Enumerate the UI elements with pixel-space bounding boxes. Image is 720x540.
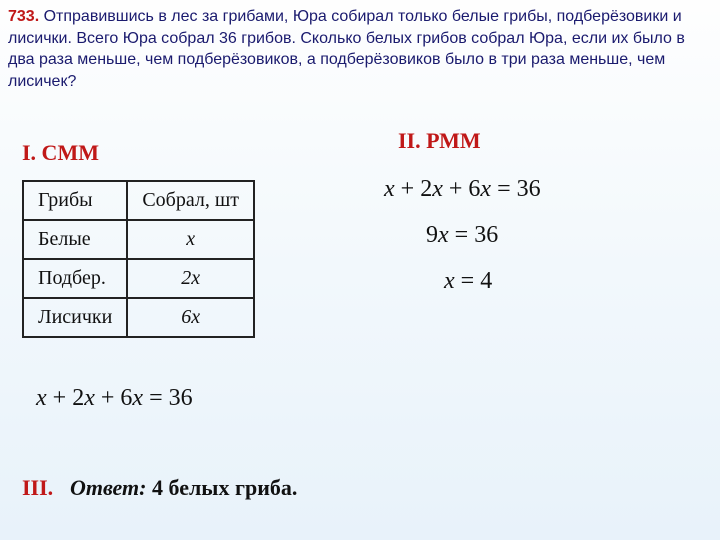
table-header-col1: Грибы (23, 181, 127, 220)
section-2-label: II. РММ (398, 128, 481, 154)
table-row: Грибы Собрал, шт (23, 181, 254, 220)
table-cell-expr: x (127, 220, 254, 259)
table-cell-name: Лисички (23, 298, 127, 337)
table-cell-name: Подбер. (23, 259, 127, 298)
equation-rmm-3: x = 4 (444, 268, 492, 295)
problem-statement: 733. Отправившись в лес за грибами, Юра … (0, 0, 720, 100)
section-3-label: III. (22, 475, 53, 501)
table-cell-name: Белые (23, 220, 127, 259)
section-1-label: I. СММ (22, 140, 99, 166)
table-cell-expr: 2x (127, 259, 254, 298)
answer-text: 4 белых гриба. (152, 475, 297, 500)
table-row: Подбер. 2x (23, 259, 254, 298)
answer-label: Ответ: (70, 475, 146, 500)
table-cell-expr: 6x (127, 298, 254, 337)
problem-number: 733. (8, 8, 39, 25)
equation-smm: x + 2x + 6x = 36 (36, 385, 193, 412)
answer-line: Ответ: 4 белых гриба. (70, 475, 297, 501)
problem-text: Отправившись в лес за грибами, Юра собир… (8, 8, 685, 90)
table-row: Белые x (23, 220, 254, 259)
equation-rmm-2: 9x = 36 (426, 222, 498, 249)
table-row: Лисички 6x (23, 298, 254, 337)
equation-rmm-1: x + 2x + 6x = 36 (384, 176, 541, 203)
table-header-col2: Собрал, шт (127, 181, 254, 220)
mushroom-table: Грибы Собрал, шт Белые x Подбер. 2x Лиси… (22, 180, 255, 338)
